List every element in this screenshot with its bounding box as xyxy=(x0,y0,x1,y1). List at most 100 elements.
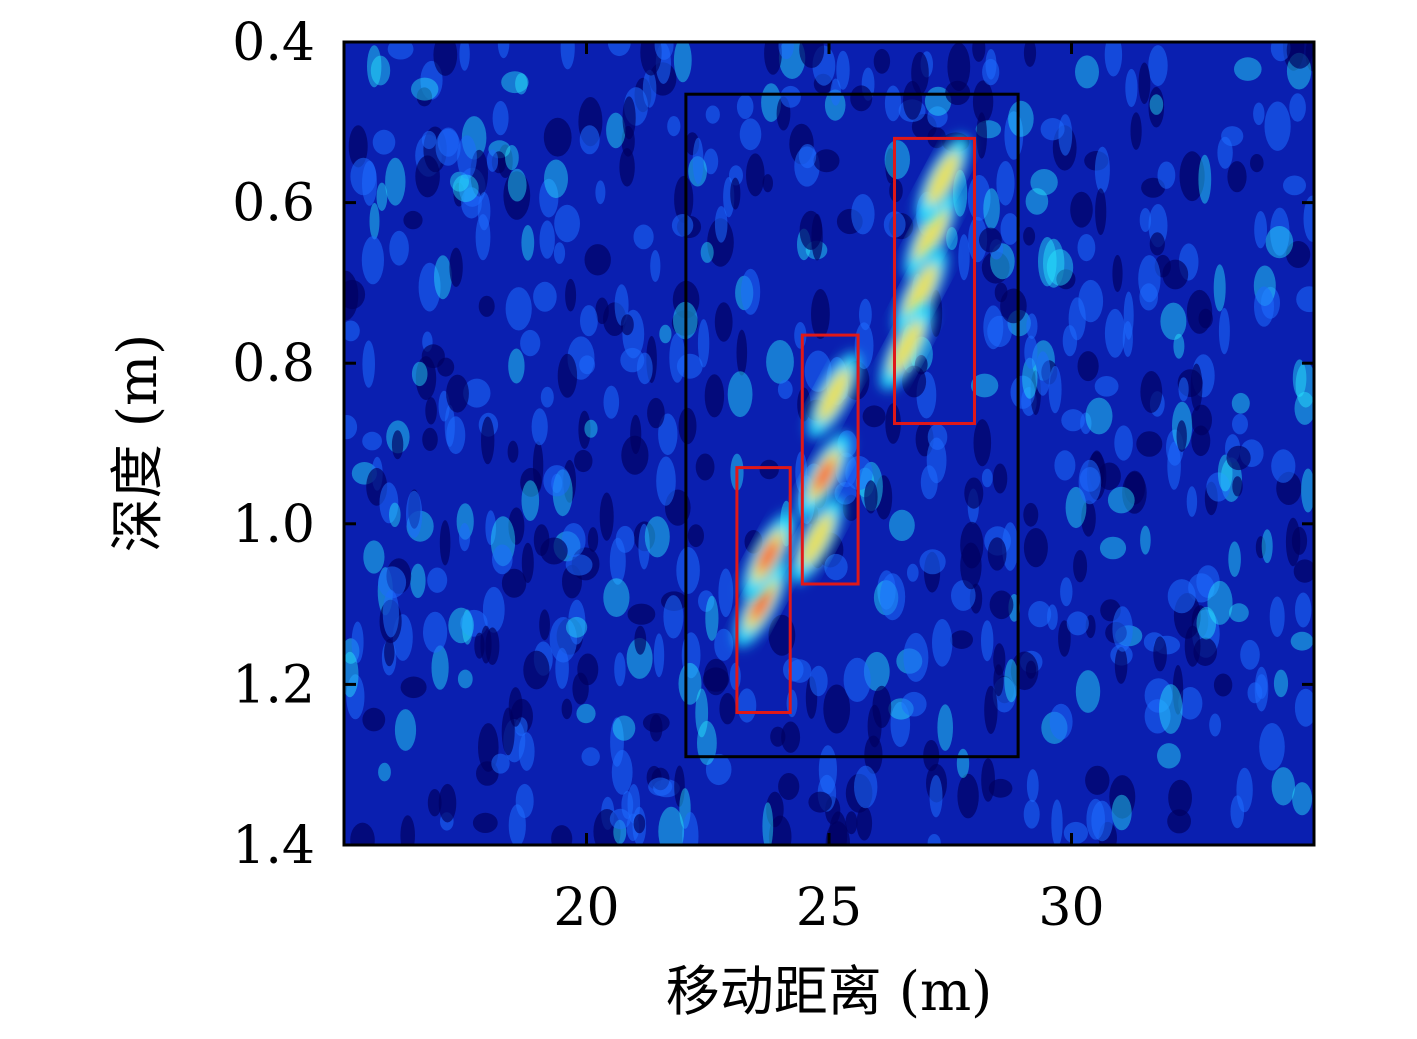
texture-blob xyxy=(1107,486,1135,514)
texture-blob xyxy=(622,96,636,140)
texture-blob xyxy=(864,480,878,514)
texture-blob xyxy=(644,516,670,558)
texture-blob xyxy=(626,637,653,679)
texture-blob xyxy=(619,148,635,187)
texture-blob xyxy=(648,777,673,796)
texture-blob xyxy=(1066,611,1089,636)
texture-blob xyxy=(508,804,526,845)
texture-blob xyxy=(1290,631,1314,651)
texture-blob xyxy=(369,202,380,240)
texture-blob xyxy=(669,333,686,383)
texture-blob xyxy=(659,324,672,344)
texture-blob xyxy=(1270,207,1290,256)
texture-blob xyxy=(1046,249,1074,286)
texture-blob xyxy=(508,348,525,384)
texture-blob xyxy=(1198,154,1212,204)
texture-blob xyxy=(561,523,586,557)
texture-blob xyxy=(674,765,685,807)
texture-blob xyxy=(434,255,452,300)
texture-blob xyxy=(992,463,1008,494)
texture-blob xyxy=(595,297,609,325)
texture-blob xyxy=(692,137,704,185)
texture-blob xyxy=(1264,101,1291,151)
texture-blob xyxy=(415,155,440,198)
texture-blob xyxy=(423,611,448,653)
texture-blob xyxy=(994,282,1008,303)
texture-blob xyxy=(1226,445,1251,471)
texture-blob xyxy=(362,431,382,451)
texture-blob xyxy=(411,361,428,387)
texture-blob xyxy=(729,662,741,691)
texture-blob xyxy=(958,234,970,281)
texture-blob xyxy=(515,73,528,95)
x-axis-ticks: 20 25 30 xyxy=(553,42,1105,938)
texture-blob xyxy=(446,416,466,455)
texture-blob xyxy=(584,419,598,438)
texture-blob xyxy=(378,762,391,782)
texture-blob xyxy=(671,214,694,237)
texture-blob xyxy=(1255,536,1266,559)
texture-blob xyxy=(518,732,535,771)
texture-blob xyxy=(968,216,988,263)
texture-blob xyxy=(1295,362,1314,408)
texture-blob xyxy=(764,42,782,75)
texture-blob xyxy=(400,676,427,699)
x-axis-title: 移动距离 (m) xyxy=(666,960,993,1023)
texture-blob xyxy=(678,662,702,705)
texture-blob xyxy=(1234,57,1262,81)
texture-blob xyxy=(492,100,509,136)
texture-blob xyxy=(531,408,548,446)
texture-blob xyxy=(1111,794,1132,831)
texture-blob xyxy=(1167,579,1196,614)
texture-blob xyxy=(1271,767,1296,806)
texture-blob xyxy=(695,453,715,481)
texture-blob xyxy=(647,397,665,429)
texture-blob xyxy=(1025,660,1037,679)
y-tick-label: 1.2 xyxy=(232,655,315,715)
texture-blob xyxy=(1023,227,1036,246)
texture-blob xyxy=(979,227,1002,253)
texture-blob xyxy=(576,703,596,724)
texture-blob xyxy=(1148,86,1165,128)
texture-blob xyxy=(501,71,529,94)
texture-blob xyxy=(956,748,970,779)
texture-blob xyxy=(768,815,792,845)
texture-blob xyxy=(911,51,929,95)
texture-blob xyxy=(1139,283,1158,311)
texture-blob xyxy=(964,477,984,509)
texture-blob xyxy=(492,544,513,575)
texture-blob xyxy=(780,85,801,108)
texture-blob xyxy=(1054,450,1076,481)
texture-blob xyxy=(1167,441,1181,490)
texture-blob xyxy=(523,650,550,690)
texture-blob xyxy=(549,617,577,663)
texture-blob xyxy=(674,175,694,223)
texture-blob xyxy=(1025,188,1049,215)
texture-blob xyxy=(362,707,386,732)
texture-blob xyxy=(1294,688,1314,727)
texture-blob xyxy=(459,523,471,552)
texture-blob xyxy=(566,616,588,638)
texture-blob xyxy=(736,329,748,376)
texture-blob xyxy=(387,42,414,60)
texture-blob xyxy=(481,416,495,465)
texture-blob xyxy=(993,664,1004,697)
texture-blob xyxy=(737,688,757,723)
texture-blob xyxy=(682,812,699,845)
texture-blob xyxy=(1261,529,1273,564)
texture-blob xyxy=(919,549,946,575)
texture-blob xyxy=(1292,359,1307,398)
texture-blob xyxy=(1159,684,1183,734)
texture-blob xyxy=(539,220,555,259)
texture-blob xyxy=(700,241,714,263)
texture-blob xyxy=(1253,102,1265,126)
texture-blob xyxy=(507,440,519,463)
texture-blob xyxy=(1273,669,1289,698)
texture-blob xyxy=(1191,425,1211,457)
texture-blob xyxy=(799,210,823,250)
texture-blob xyxy=(533,281,557,312)
texture-blob xyxy=(697,319,710,368)
texture-blob xyxy=(1049,703,1073,740)
texture-blob xyxy=(580,305,598,337)
texture-blob xyxy=(363,540,385,574)
